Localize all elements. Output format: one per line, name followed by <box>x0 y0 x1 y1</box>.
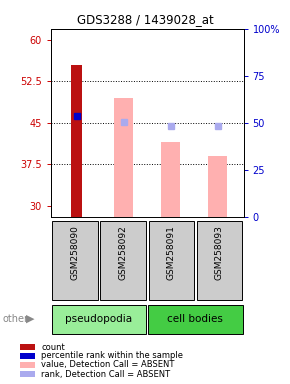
Text: GSM258092: GSM258092 <box>119 225 128 280</box>
Text: cell bodies: cell bodies <box>167 314 223 324</box>
Bar <box>71 65 82 217</box>
Text: other: other <box>3 314 29 324</box>
Bar <box>20 362 35 367</box>
Bar <box>148 220 194 300</box>
Bar <box>20 371 35 377</box>
Bar <box>100 220 146 300</box>
Bar <box>208 156 227 217</box>
Text: pseudopodia: pseudopodia <box>66 314 133 324</box>
Text: percentile rank within the sample: percentile rank within the sample <box>41 351 184 361</box>
Text: GSM258093: GSM258093 <box>215 225 224 280</box>
Bar <box>148 305 243 334</box>
Bar <box>114 98 133 217</box>
Text: GSM258091: GSM258091 <box>167 225 176 280</box>
Text: value, Detection Call = ABSENT: value, Detection Call = ABSENT <box>41 360 175 369</box>
Bar <box>52 220 97 300</box>
Bar <box>20 353 35 359</box>
Text: ▶: ▶ <box>26 314 35 324</box>
Text: count: count <box>41 343 65 352</box>
Text: GDS3288 / 1439028_at: GDS3288 / 1439028_at <box>77 13 213 26</box>
Bar <box>161 142 180 217</box>
Bar <box>20 344 35 350</box>
Bar <box>197 220 242 300</box>
Text: GSM258090: GSM258090 <box>70 225 79 280</box>
Text: rank, Detection Call = ABSENT: rank, Detection Call = ABSENT <box>41 370 171 379</box>
Bar <box>52 305 146 334</box>
